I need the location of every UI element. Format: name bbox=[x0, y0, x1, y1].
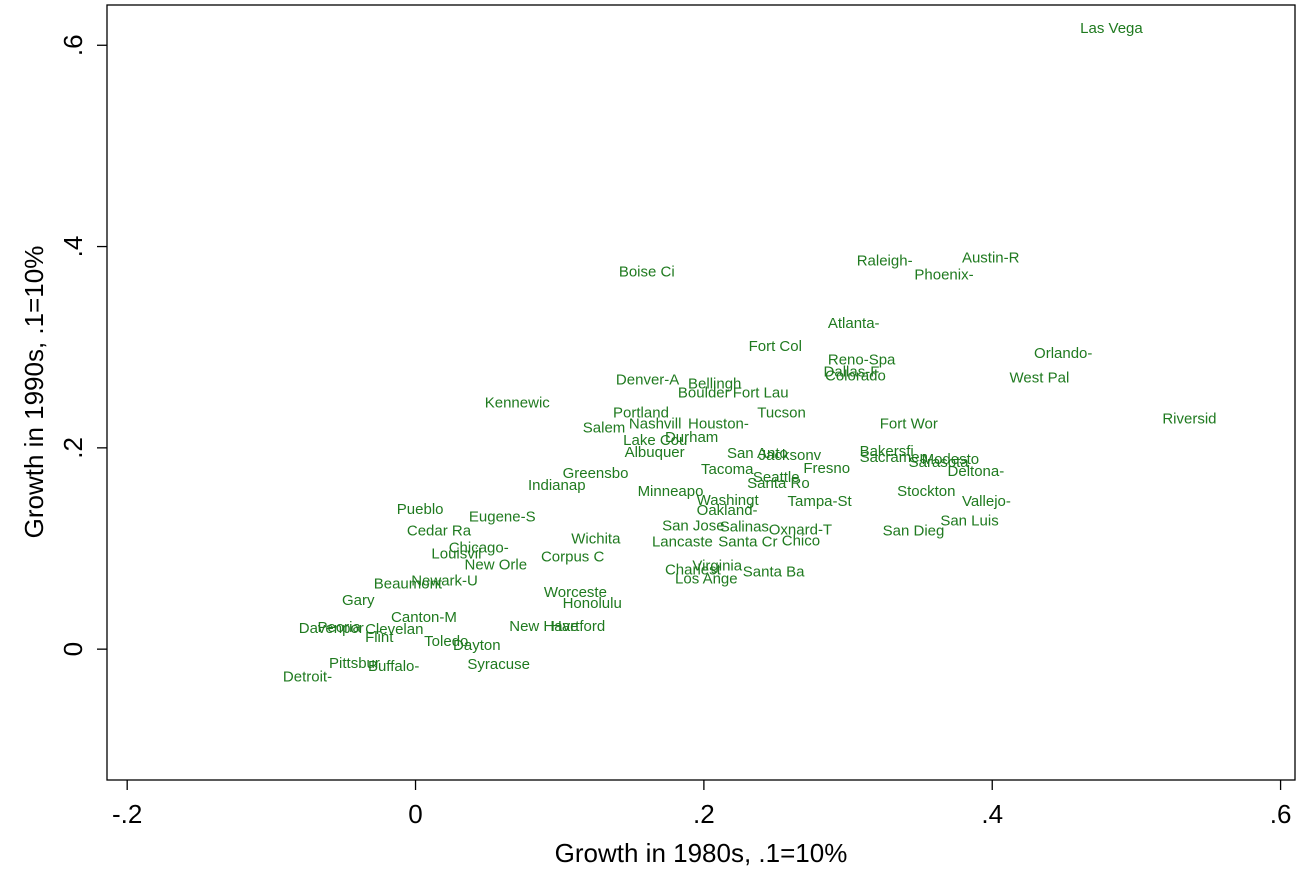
point-label: Hartford bbox=[551, 618, 605, 635]
point-label: Newark-U bbox=[411, 573, 478, 590]
x-axis-title: Growth in 1980s, .1=10% bbox=[555, 838, 848, 868]
point-label: Boulder bbox=[678, 384, 730, 401]
y-tick-label: .2 bbox=[58, 437, 88, 459]
point-label: West Pal bbox=[1010, 369, 1070, 386]
point-label: Portland bbox=[613, 405, 669, 422]
point-label: Deltona- bbox=[948, 463, 1005, 480]
point-label: Reno-Spa bbox=[828, 351, 896, 368]
point-label: Gary bbox=[342, 592, 375, 609]
point-label: Los Ange bbox=[675, 571, 738, 588]
point-label: Denver-A bbox=[616, 371, 679, 388]
point-label: Worceste bbox=[544, 584, 607, 601]
point-label: Minneapo bbox=[638, 483, 704, 500]
x-tick-label: .2 bbox=[693, 799, 715, 829]
point-label: Virginia bbox=[692, 558, 742, 575]
point-label: Sacramen bbox=[860, 449, 928, 466]
point-label: Fort Lau bbox=[733, 384, 789, 401]
point-label: Buffalo- bbox=[368, 658, 419, 675]
point-label: Dayton bbox=[453, 637, 501, 654]
point-label: Albuquer bbox=[625, 444, 685, 461]
point-label: Nashvill bbox=[629, 416, 682, 433]
point-label: Lancaste bbox=[652, 533, 713, 550]
point-label: Boise Ci bbox=[619, 264, 675, 281]
point-label: Fresno bbox=[803, 460, 850, 477]
point-label: Honolulu bbox=[563, 595, 622, 612]
point-label: Syracuse bbox=[467, 656, 530, 673]
point-label: Atlanta- bbox=[828, 315, 880, 332]
x-tick-label: .4 bbox=[981, 799, 1003, 829]
point-label: Dallas-F bbox=[824, 363, 880, 380]
point-label: Pittsbur bbox=[329, 655, 380, 672]
point-label: Stockton bbox=[897, 483, 955, 500]
point-label: Austin-R bbox=[962, 250, 1020, 267]
point-label: New Have bbox=[509, 618, 578, 635]
point-label: San Anto bbox=[727, 445, 788, 462]
point-label: Tacoma bbox=[701, 461, 754, 478]
point-label: Flint bbox=[365, 629, 394, 646]
x-tick-label: -.2 bbox=[112, 799, 142, 829]
point-label: Salinas bbox=[720, 518, 769, 535]
point-label: Louisvil bbox=[431, 546, 481, 563]
point-label: Durham bbox=[665, 429, 718, 446]
point-label: San Luis bbox=[940, 512, 998, 529]
point-label: Oakland- bbox=[697, 502, 758, 519]
point-label: Washingt bbox=[697, 492, 760, 509]
point-label: Cedar Ra bbox=[407, 522, 472, 539]
y-axis-title: Growth in 1990s, .1=10% bbox=[19, 246, 49, 539]
point-label: Riversid bbox=[1162, 411, 1216, 428]
point-label: Eugene-S bbox=[469, 508, 536, 525]
point-label: Wichita bbox=[571, 530, 621, 547]
point-label: Chicago- bbox=[449, 539, 509, 556]
point-label: Raleigh- bbox=[857, 253, 913, 270]
x-tick-label: 0 bbox=[408, 799, 422, 829]
point-label: Pueblo bbox=[397, 501, 444, 518]
point-label: Las Vega bbox=[1080, 20, 1143, 37]
point-label: Canton-M bbox=[391, 609, 457, 626]
point-label: Tucson bbox=[757, 405, 806, 422]
point-label: Salem bbox=[583, 420, 626, 437]
point-label: Corpus C bbox=[541, 549, 605, 566]
point-label: Charlest bbox=[665, 562, 722, 579]
point-label: Vallejo- bbox=[962, 493, 1011, 510]
point-label: Greensbo bbox=[563, 465, 629, 482]
point-label: Colorado bbox=[825, 367, 886, 384]
point-label: Bellingh bbox=[688, 375, 741, 392]
point-label: Detroit- bbox=[283, 668, 332, 685]
y-tick-label: .6 bbox=[58, 34, 88, 56]
point-label: Santa Ba bbox=[743, 564, 805, 581]
point-label: Clevelan bbox=[365, 621, 423, 638]
point-label: Santa Ro bbox=[747, 475, 810, 492]
point-label: Tampa-St bbox=[788, 493, 853, 510]
point-label: Fort Col bbox=[749, 338, 802, 355]
point-label: Orlando- bbox=[1034, 345, 1092, 362]
point-label: Jacksonv bbox=[759, 447, 822, 464]
point-label: Peoria bbox=[317, 619, 361, 636]
point-label: Fort Wor bbox=[880, 416, 938, 433]
point-label: Indianap bbox=[528, 477, 586, 494]
point-label: Chico bbox=[782, 532, 820, 549]
point-label: Phoenix- bbox=[914, 267, 973, 284]
plot-frame bbox=[106, 4, 1296, 781]
point-label: San Jose bbox=[662, 517, 725, 534]
y-tick-label: 0 bbox=[58, 642, 88, 656]
point-label: Lake Cou bbox=[623, 432, 687, 449]
point-label: Seattle bbox=[753, 469, 800, 486]
point-label: Toledo bbox=[424, 633, 468, 650]
point-label: Kennewic bbox=[485, 395, 551, 412]
point-label: Santa Cr bbox=[718, 533, 777, 550]
point-label: New Orle bbox=[465, 557, 528, 574]
x-tick-label: .6 bbox=[1270, 799, 1292, 829]
point-label: Bakersfi bbox=[860, 443, 914, 460]
point-label: Sarasota bbox=[909, 454, 970, 471]
point-label: Houston- bbox=[688, 416, 749, 433]
point-label: San Dieg bbox=[883, 522, 945, 539]
y-tick-label: .4 bbox=[58, 236, 88, 258]
point-label: Oxnard-T bbox=[769, 521, 832, 538]
point-label: Beaumont bbox=[374, 576, 443, 593]
point-label: Modesto bbox=[922, 451, 980, 468]
point-label: Davenpor bbox=[299, 620, 364, 637]
